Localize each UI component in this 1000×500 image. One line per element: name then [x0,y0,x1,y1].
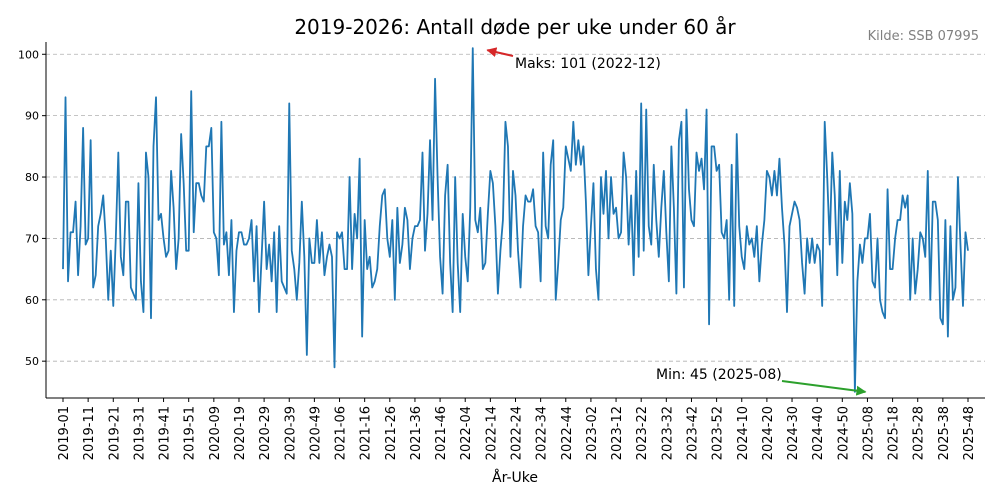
x-tick-label: 2023-32 [660,406,675,460]
x-tick-label: 2024-50 [836,406,851,460]
x-tick-label: 2020-39 [283,406,298,460]
x-tick-label: 2023-02 [585,406,600,460]
x-axis-label: År-Uke [492,469,538,486]
x-tick-label: 2023-52 [711,406,726,460]
x-tick-label: 2023-42 [685,406,700,460]
y-tick-label: 60 [25,294,39,307]
y-tick-label: 90 [25,110,39,123]
y-tick-label: 100 [18,48,39,61]
x-tick-label: 2025-18 [887,406,902,460]
y-tick-label: 80 [25,171,39,184]
series-line [62,47,969,393]
x-tick-label: 2020-09 [208,406,223,460]
x-tick-label: 2022-44 [560,406,575,460]
x-tick-label: 2020-19 [233,406,248,460]
x-tick-label: 2025-48 [962,406,977,460]
max-arrow [486,47,514,58]
x-tick-label: 2024-30 [786,406,801,460]
x-tick-label: 2024-10 [736,406,751,460]
x-tick-label: 2019-21 [107,406,122,460]
x-axis-ticks: 2019-01 2019-11 2019-21 2019-31 2019-41 2019-… [57,398,977,460]
series-layer [62,47,969,393]
x-tick-label: 2025-08 [861,406,876,460]
x-tick-label: 2025-38 [937,406,952,460]
source-note: Kilde: SSB 07995 [868,29,979,44]
x-tick-label: 2025-28 [912,406,927,460]
y-axis-ticks: 50 60 70 80 90 100 [18,48,46,368]
grid-lines [46,53,985,362]
x-tick-label: 2023-12 [610,406,625,460]
x-tick-label: 2022-04 [459,406,474,460]
annotations [486,47,867,396]
x-tick-label: 2023-22 [635,406,650,460]
x-tick-label: 2021-36 [409,406,424,460]
x-tick-label: 2022-14 [484,406,499,460]
x-tick-label: 2021-06 [334,406,349,460]
x-tick-label: 2021-26 [384,406,399,460]
y-tick-label: 50 [25,355,39,368]
x-tick-label: 2020-49 [308,406,323,460]
y-tick-label: 70 [25,232,39,245]
max-annotation-label: Maks: 101 (2022-12) [515,56,661,72]
x-tick-label: 2019-11 [82,406,97,460]
min-arrow [781,380,867,396]
x-tick-label: 2024-40 [811,406,826,460]
x-tick-label: 2019-41 [158,406,173,460]
x-tick-label: 2022-24 [510,406,525,460]
x-tick-label: 2019-51 [183,406,198,460]
x-tick-label: 2020-29 [258,406,273,460]
x-tick-label: 2024-20 [761,406,776,460]
chart-title: 2019-2026: Antall døde per uke under 60 … [294,15,736,39]
x-tick-label: 2021-16 [359,406,374,460]
min-annotation-label: Min: 45 (2025-08) [656,367,782,383]
x-tick-label: 2021-46 [434,406,449,460]
x-tick-label: 2019-01 [57,406,72,460]
x-tick-label: 2022-34 [535,406,550,460]
x-tick-label: 2019-31 [132,406,147,460]
